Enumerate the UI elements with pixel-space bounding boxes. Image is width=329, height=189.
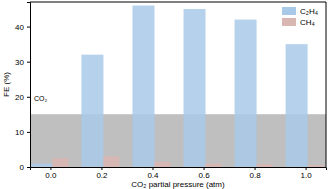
- bar: [154, 162, 170, 167]
- bar: [30, 163, 52, 167]
- x-axis-line: [31, 168, 327, 171]
- bar: [103, 156, 119, 167]
- y-axis: 0 10 20 30 40: [15, 3, 30, 173]
- bar: [132, 6, 154, 167]
- x-tick-label: 0.4: [147, 171, 159, 180]
- x-tick: 0.8: [249, 167, 261, 180]
- x-tick: 0.0: [45, 167, 57, 180]
- legend-label: C₂H₄: [300, 7, 318, 16]
- plot: 0.0 0.2 0.4 0.6 0.8 1.0 0 10 20 30 40 CO₂ C₂H₄ CH₄: [15, 2, 326, 180]
- bars: [30, 6, 323, 167]
- y-axis-title: FE (%): [2, 72, 11, 97]
- x-tick-label: 0.6: [198, 171, 210, 180]
- y-tick-mark: [27, 62, 30, 63]
- annotation: CO₂: [34, 95, 48, 102]
- x-axis-title: CO₂ partial pressure (atm): [131, 180, 225, 189]
- y-tick-label: 10: [15, 128, 24, 137]
- bar: [308, 165, 324, 167]
- x-tick-label: 0.0: [45, 171, 57, 180]
- chart: 0.0 0.2 0.4 0.6 0.8 1.0 0 10 20 30 40 CO₂ C₂H₄ CH₄ CO₂…: [0, 0, 329, 189]
- x-tick-mark: [50, 167, 51, 170]
- y-tick-label: 40: [15, 23, 24, 32]
- x-tick: 0.6: [198, 167, 210, 180]
- legend-swatch: [282, 7, 296, 15]
- background-image: [30, 114, 326, 167]
- bar: [257, 164, 273, 167]
- bar: [206, 163, 222, 167]
- x-tick: 1.0: [301, 167, 313, 180]
- y-axis-line: [27, 3, 31, 168]
- y-tick-mark: [27, 132, 30, 133]
- y-tick: 30: [15, 58, 30, 67]
- x-tick-label: 1.0: [301, 171, 313, 180]
- y-tick-label: 0: [20, 163, 25, 172]
- x-tick: 0.4: [147, 167, 159, 180]
- bar: [235, 20, 257, 167]
- bar: [52, 158, 68, 167]
- bar: [286, 44, 308, 167]
- y-tick-label: 30: [15, 58, 24, 67]
- x-tick-mark: [101, 167, 102, 170]
- legend-label: CH₄: [300, 18, 315, 27]
- legend-swatch: [282, 18, 296, 26]
- y-tick: 20: [15, 93, 30, 102]
- y-tick-label: 20: [15, 93, 24, 102]
- x-tick-mark: [204, 167, 205, 170]
- x-tick: 0.2: [96, 167, 108, 180]
- x-tick-mark: [255, 167, 256, 170]
- legend-item: CH₄: [282, 18, 315, 27]
- legend-item: C₂H₄: [282, 7, 318, 16]
- x-tick-label: 0.2: [96, 171, 108, 180]
- y-tick-mark: [27, 167, 30, 168]
- frame: [326, 2, 327, 167]
- x-tick-mark: [152, 167, 153, 170]
- frame: [30, 2, 326, 3]
- x-axis: 0.0 0.2 0.4 0.6 0.8 1.0: [31, 167, 327, 180]
- x-tick-label: 0.8: [249, 171, 261, 180]
- y-tick: 40: [15, 23, 30, 32]
- x-tick-mark: [306, 167, 307, 170]
- y-tick-mark: [27, 27, 30, 28]
- bar: [184, 9, 206, 167]
- y-tick: 0: [20, 163, 30, 172]
- y-tick-mark: [27, 97, 30, 98]
- y-tick: 10: [15, 128, 30, 137]
- bar: [81, 55, 103, 167]
- legend: C₂H₄ CH₄: [282, 7, 318, 27]
